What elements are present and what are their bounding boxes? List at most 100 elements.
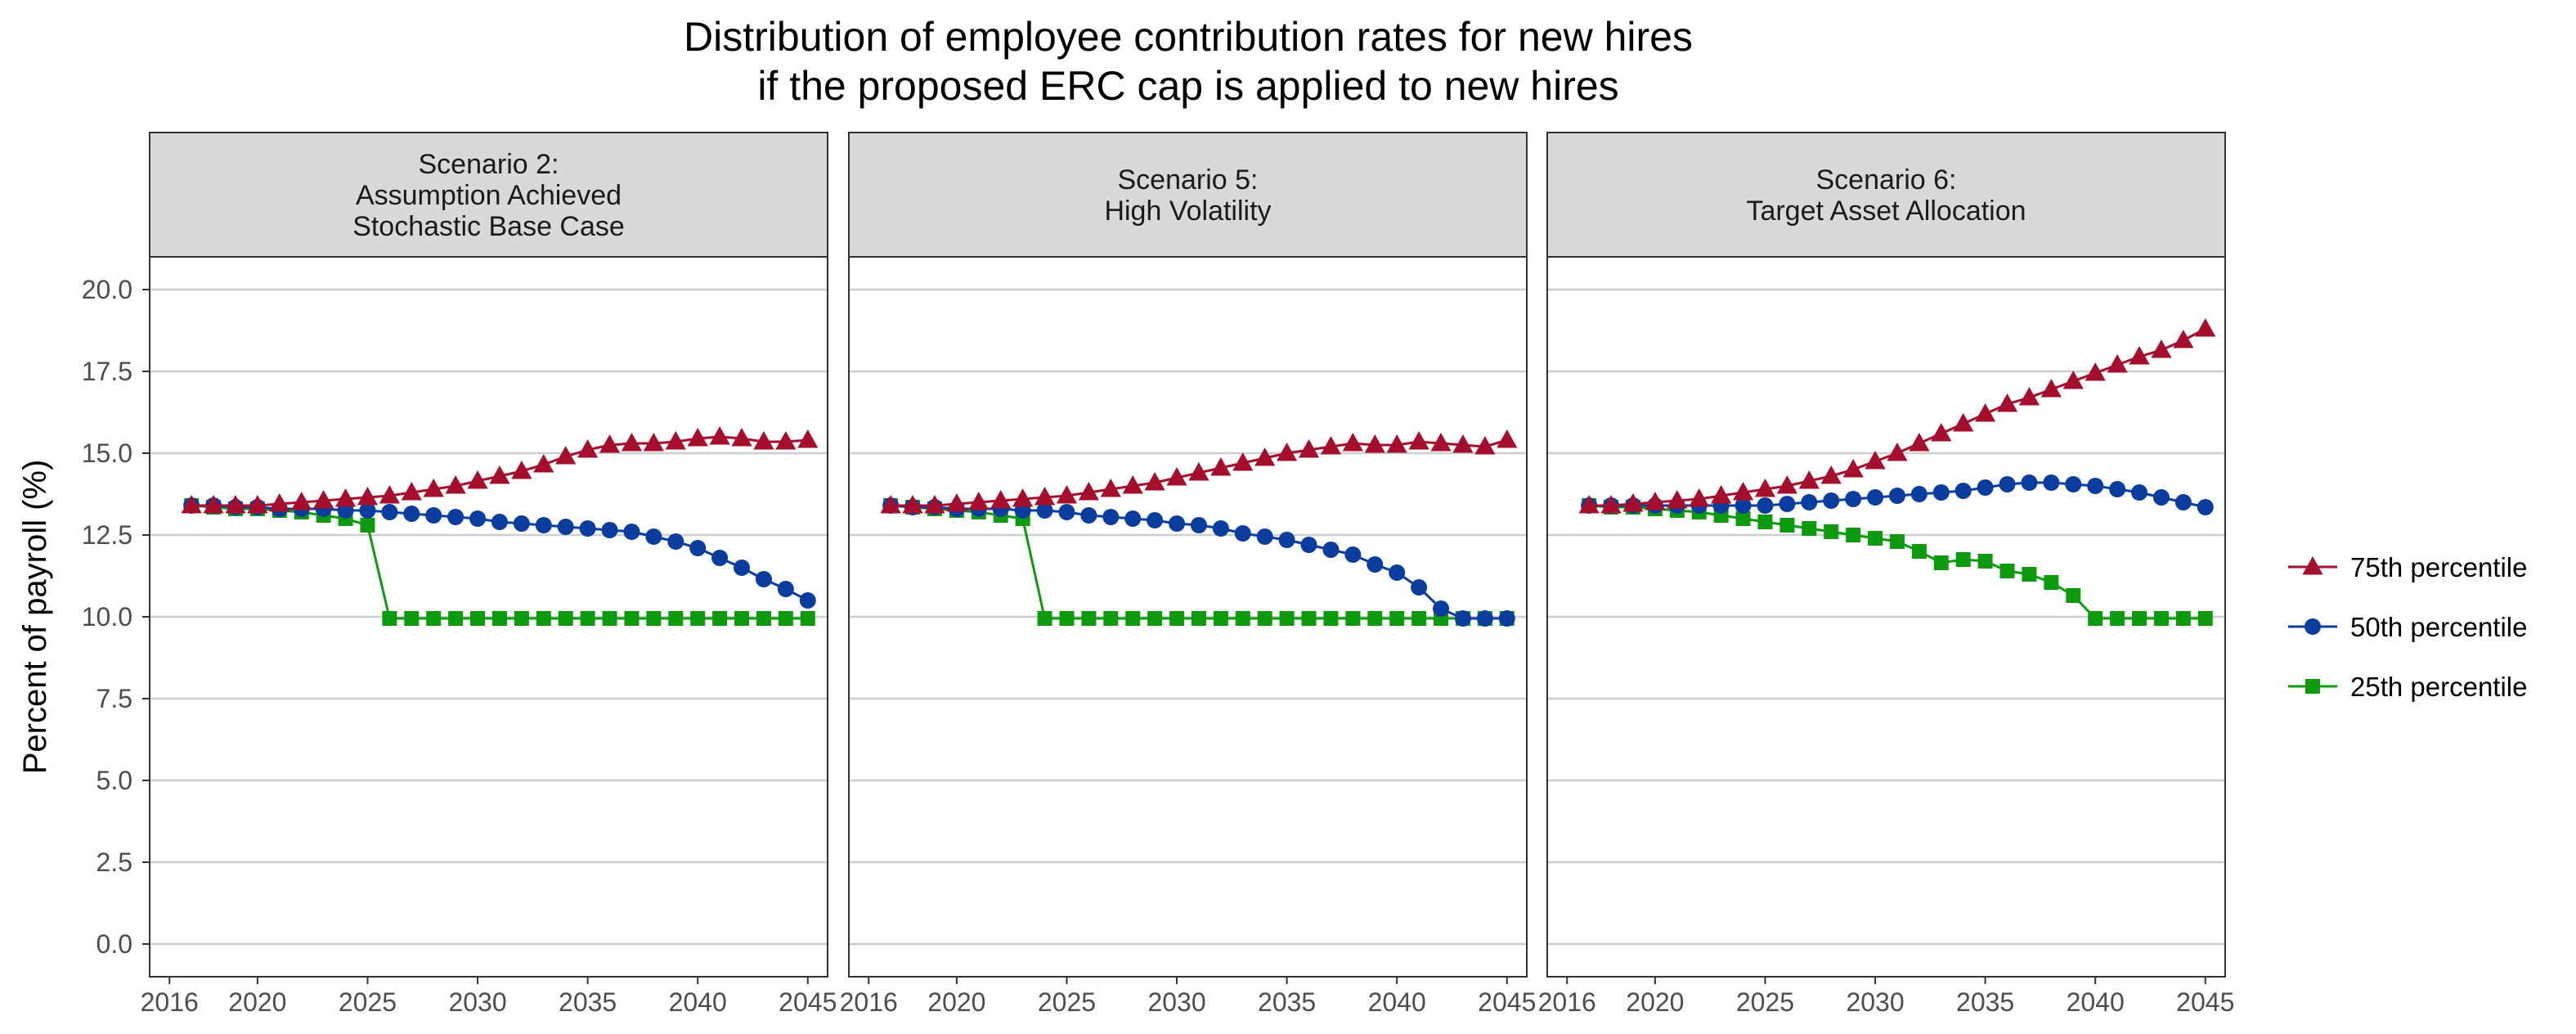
series-triangle xyxy=(181,425,819,514)
data-point xyxy=(1823,492,1840,509)
data-point xyxy=(1757,515,1773,529)
data-point xyxy=(755,571,772,587)
x-tick-label: 2035 xyxy=(1956,987,2014,1017)
data-point xyxy=(1212,520,1229,537)
data-point xyxy=(1776,474,1797,494)
facet-strip xyxy=(149,132,828,258)
x-tick-label: 2045 xyxy=(1478,987,1536,1017)
data-point xyxy=(1476,610,1493,627)
data-point xyxy=(579,520,596,537)
data-point xyxy=(1320,435,1342,455)
data-point xyxy=(1887,442,1908,461)
data-point xyxy=(1080,507,1097,524)
data-point xyxy=(1012,488,1034,507)
data-point xyxy=(1732,481,1754,501)
data-point xyxy=(491,514,508,530)
data-point xyxy=(1622,492,1644,512)
data-point xyxy=(2021,474,2038,491)
data-point xyxy=(1345,611,1361,626)
data-point xyxy=(1342,432,1363,452)
data-point xyxy=(1257,611,1272,626)
data-point xyxy=(469,510,487,527)
data-point xyxy=(1911,544,1927,559)
data-point xyxy=(1188,461,1209,481)
data-point xyxy=(734,560,751,576)
data-point xyxy=(990,489,1012,509)
data-point xyxy=(1801,494,1818,510)
facet-strip xyxy=(848,132,1528,258)
data-point xyxy=(2152,489,2170,506)
legend-label: 50th percentile xyxy=(2350,612,2527,642)
data-point xyxy=(2018,386,2040,406)
data-point xyxy=(580,611,595,626)
data-point xyxy=(1931,422,1952,442)
data-point xyxy=(535,517,552,533)
data-point xyxy=(1474,435,1496,455)
x-tick-label: 2040 xyxy=(1368,987,1426,1017)
data-point xyxy=(1034,486,1056,506)
data-point xyxy=(2131,484,2148,501)
data-point xyxy=(2129,345,2150,365)
data-point xyxy=(1933,555,1949,570)
data-point xyxy=(181,494,202,514)
data-point xyxy=(1059,611,1075,626)
facet-strip-label: Scenario 2: xyxy=(419,149,559,180)
data-point xyxy=(1037,611,1052,626)
x-tick-label: 2030 xyxy=(1147,987,1205,1017)
data-point xyxy=(777,581,794,597)
data-point xyxy=(2088,611,2103,626)
data-point xyxy=(1144,471,1165,491)
data-point xyxy=(1452,434,1474,453)
data-point xyxy=(646,611,662,626)
x-tick-label: 2020 xyxy=(927,987,985,1017)
facet-strip-label: High Volatility xyxy=(1104,196,1271,227)
data-point xyxy=(1190,517,1207,533)
data-point xyxy=(2110,611,2125,626)
facet-panel-2: Scenario 5:High Volatility 2016 2020 2025 20… xyxy=(840,132,1536,1017)
data-point xyxy=(360,518,375,533)
data-point xyxy=(1277,442,1298,461)
legend-item: 50th percentile xyxy=(2288,612,2527,642)
data-point xyxy=(1430,432,1452,452)
panel-border xyxy=(848,256,1528,978)
data-point xyxy=(775,430,797,450)
facet-strip-label: Scenario 5: xyxy=(1118,164,1259,196)
data-point xyxy=(1278,532,1295,548)
series-triangle xyxy=(1578,317,2216,514)
data-point xyxy=(423,478,444,497)
legend-label: 25th percentile xyxy=(2350,672,2527,702)
data-point xyxy=(753,430,774,450)
data-point xyxy=(1408,430,1429,450)
data-point xyxy=(2109,481,2126,497)
data-point xyxy=(1645,491,1666,510)
legend-item: 75th percentile xyxy=(2288,552,2527,582)
data-point xyxy=(1842,458,1864,478)
y-tick-label: 0.0 xyxy=(96,929,132,959)
data-point xyxy=(1754,478,1776,497)
data-point xyxy=(924,494,945,514)
data-point xyxy=(1122,474,1143,494)
data-point xyxy=(1824,524,1839,539)
data-point xyxy=(1386,434,1407,453)
data-point xyxy=(902,494,923,514)
data-point xyxy=(467,470,488,489)
data-point xyxy=(557,519,574,535)
y-tick-label: 5.0 xyxy=(96,766,132,795)
facet-strip-label: Target Asset Allocation xyxy=(1746,196,2026,227)
data-point xyxy=(1191,611,1206,626)
data-point xyxy=(1256,528,1273,545)
data-point xyxy=(382,611,397,626)
data-point xyxy=(734,611,750,626)
data-point xyxy=(1846,528,1861,542)
data-point xyxy=(668,611,684,626)
x-tick-label: 2025 xyxy=(1736,987,1794,1017)
data-point xyxy=(1301,611,1317,626)
data-point xyxy=(1210,456,1232,476)
data-point xyxy=(709,425,730,445)
data-point xyxy=(1169,611,1185,626)
data-point xyxy=(1389,564,1406,581)
data-point xyxy=(1213,611,1228,626)
data-point xyxy=(1322,542,1340,558)
data-point xyxy=(602,611,617,626)
